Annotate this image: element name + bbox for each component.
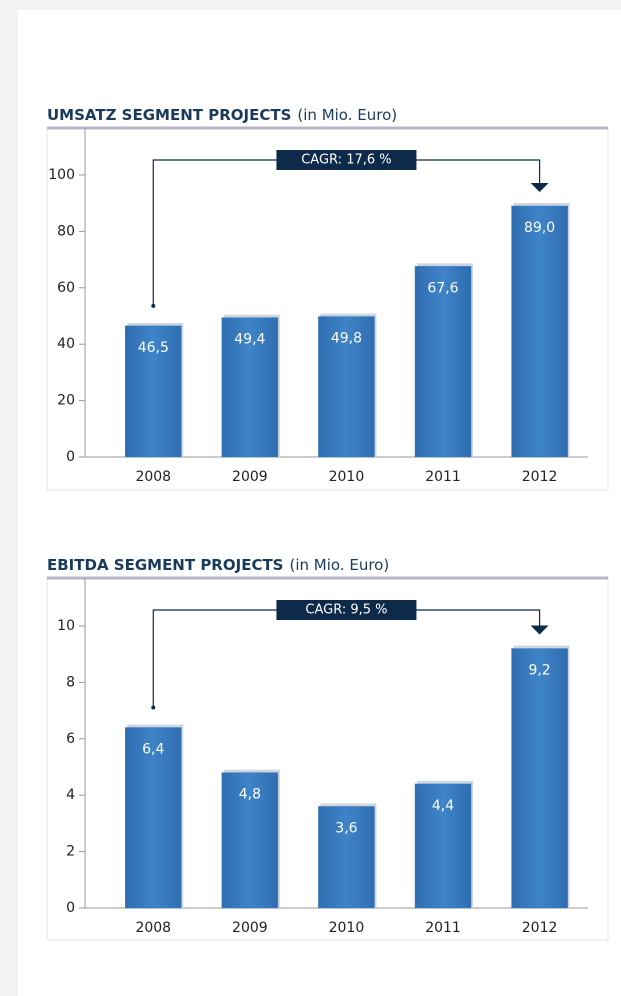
bar xyxy=(414,266,472,458)
value-label: 49,4 xyxy=(234,332,265,348)
cagr-arrow xyxy=(530,183,549,193)
y-tick-label: 100 xyxy=(48,167,75,183)
y-tick-label: 10 xyxy=(57,618,75,634)
x-tick-label: 2012 xyxy=(522,469,558,485)
bar xyxy=(511,648,568,909)
bar xyxy=(511,205,568,458)
cagr-label: CAGR: 17,6 % xyxy=(301,153,391,168)
value-label: 3,6 xyxy=(335,820,357,836)
x-tick-label: 2011 xyxy=(425,469,461,485)
y-tick-label: 4 xyxy=(66,787,75,803)
bar xyxy=(125,727,182,909)
y-tick-label: 60 xyxy=(57,280,75,296)
value-label: 46,5 xyxy=(138,340,169,356)
chart-title: EBITDA SEGMENT PROJECTS (in Mio. Euro) xyxy=(47,556,389,574)
y-tick-label: 40 xyxy=(57,336,75,352)
y-tick-label: 6 xyxy=(66,731,75,747)
x-tick-label: 2009 xyxy=(232,920,268,936)
y-tick-label: 8 xyxy=(66,674,75,690)
title-unit: (in Mio. Euro) xyxy=(289,556,389,574)
value-label: 6,4 xyxy=(142,742,164,758)
x-tick-label: 2011 xyxy=(425,920,461,936)
value-label: 4,8 xyxy=(239,787,261,803)
bar xyxy=(414,783,472,909)
x-tick-label: 2010 xyxy=(329,469,365,485)
y-tick-label: 2 xyxy=(66,844,75,860)
value-label: 89,0 xyxy=(524,220,555,236)
x-tick-label: 2008 xyxy=(135,920,171,936)
x-tick-label: 2010 xyxy=(329,920,365,936)
bar xyxy=(221,772,279,909)
value-label: 67,6 xyxy=(427,280,458,296)
title-unit: (in Mio. Euro) xyxy=(297,106,397,124)
cagr-label: CAGR: 9,5 % xyxy=(305,603,387,618)
y-tick-label: 20 xyxy=(57,393,75,409)
y-tick-label: 0 xyxy=(66,900,75,916)
value-label: 9,2 xyxy=(528,663,550,679)
value-label: 4,4 xyxy=(432,798,454,814)
cagr-dot xyxy=(151,303,156,308)
cagr-arrow xyxy=(530,625,549,635)
title-main: EBITDA SEGMENT PROJECTS xyxy=(47,556,283,574)
bar xyxy=(318,316,375,458)
y-tick-label: 80 xyxy=(57,223,75,239)
x-tick-label: 2008 xyxy=(135,469,171,485)
title-main: UMSATZ SEGMENT PROJECTS xyxy=(47,106,291,124)
cagr-box xyxy=(276,150,417,170)
x-tick-label: 2012 xyxy=(522,920,558,936)
bar xyxy=(221,317,279,458)
bar xyxy=(125,325,182,458)
cagr-dot xyxy=(151,705,156,710)
x-tick-label: 2009 xyxy=(232,469,268,485)
chart-title: UMSATZ SEGMENT PROJECTS (in Mio. Euro) xyxy=(47,106,397,124)
value-label: 49,8 xyxy=(331,331,362,347)
cagr-box xyxy=(276,600,417,620)
y-tick-label: 0 xyxy=(66,449,75,465)
bar xyxy=(318,806,375,909)
